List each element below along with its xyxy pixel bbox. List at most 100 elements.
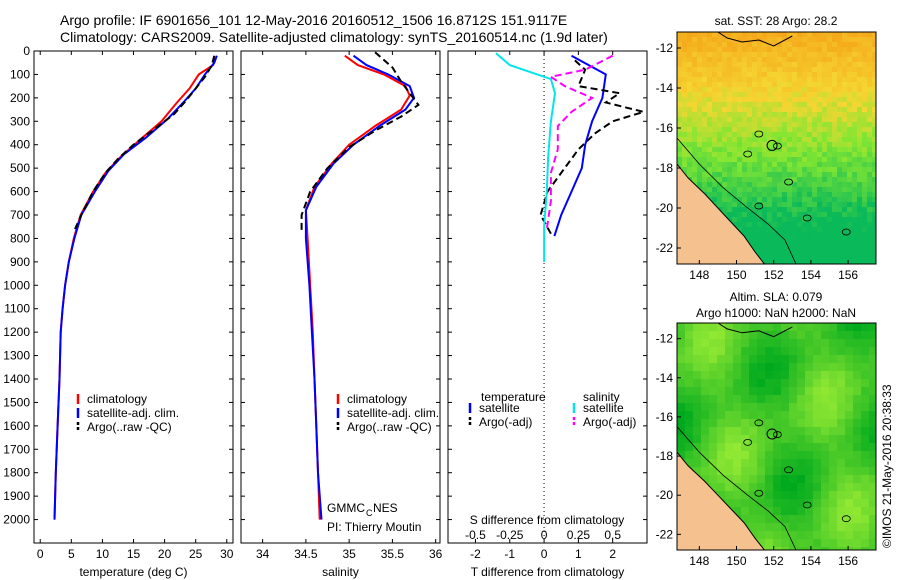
map-cell xyxy=(827,242,833,248)
map-cell xyxy=(857,142,863,148)
map-cell xyxy=(837,87,843,93)
map-cell xyxy=(781,427,790,436)
map-cell xyxy=(853,539,862,548)
map-cell xyxy=(857,252,863,258)
map-cell xyxy=(685,387,694,396)
map-cell xyxy=(867,137,873,143)
map-cell xyxy=(867,87,873,93)
map-cell xyxy=(697,42,703,48)
map-cell xyxy=(727,137,733,143)
map-cell xyxy=(832,67,838,73)
map-cell xyxy=(709,331,718,340)
map-cell xyxy=(677,77,683,83)
map-cell xyxy=(842,197,848,203)
map-cell xyxy=(832,72,838,78)
map-cell xyxy=(742,142,748,148)
map-cell xyxy=(747,147,753,153)
map-cell xyxy=(802,117,808,123)
map-cell xyxy=(852,67,858,73)
map-cell xyxy=(797,467,806,476)
map-cell xyxy=(697,157,703,163)
map-cell xyxy=(782,57,788,63)
coastline-png xyxy=(717,32,793,47)
map-cell xyxy=(772,142,778,148)
map-cell xyxy=(861,539,870,548)
map-cell xyxy=(777,62,783,68)
map-cell xyxy=(847,137,853,143)
map-cell xyxy=(737,52,743,58)
map-cell xyxy=(752,152,758,158)
map-cell xyxy=(709,323,718,332)
map-cell xyxy=(725,491,734,500)
map-cell xyxy=(805,499,814,508)
map-cell xyxy=(747,192,753,198)
map-cell xyxy=(862,207,868,213)
map-cell xyxy=(862,77,868,83)
map-cell xyxy=(792,187,798,193)
map-cell xyxy=(837,147,843,153)
map-cell xyxy=(842,127,848,133)
map-cell xyxy=(707,187,713,193)
map-cell xyxy=(687,47,693,53)
map-cell xyxy=(817,212,823,218)
map-cell xyxy=(842,162,848,168)
y-tick-label: 700 xyxy=(10,208,30,222)
map-cell xyxy=(742,127,748,133)
map-cell xyxy=(687,167,693,173)
reef-contour xyxy=(677,426,797,550)
map-cell xyxy=(693,411,702,420)
map-cell xyxy=(832,147,838,153)
map-cell xyxy=(677,355,686,364)
y-tick-label: 400 xyxy=(10,138,30,152)
map-cell xyxy=(741,475,750,484)
map-cell xyxy=(777,42,783,48)
map-cell xyxy=(857,37,863,43)
map-cell xyxy=(862,62,868,68)
map-cell xyxy=(862,92,868,98)
map-cell xyxy=(742,87,748,93)
y-tick-label: -18 xyxy=(656,449,674,463)
map-cell xyxy=(782,172,788,178)
map-cell xyxy=(832,92,838,98)
map-cell xyxy=(693,355,702,364)
map-cell xyxy=(773,355,782,364)
map-cell xyxy=(805,419,814,428)
map-cell xyxy=(752,62,758,68)
map-cell xyxy=(857,132,863,138)
map-cell xyxy=(701,435,710,444)
map-cell xyxy=(752,102,758,108)
map-cell xyxy=(682,142,688,148)
map-cell xyxy=(817,97,823,103)
map-cell xyxy=(747,182,753,188)
map-cell xyxy=(772,182,778,188)
map-cell xyxy=(707,72,713,78)
map-cell xyxy=(773,395,782,404)
map-cell xyxy=(781,459,790,468)
map-cell xyxy=(725,483,734,492)
map-cell xyxy=(822,127,828,133)
map-cell xyxy=(767,207,773,213)
map-cell xyxy=(777,177,783,183)
map-cell xyxy=(677,443,686,452)
map-cell xyxy=(842,137,848,143)
map-cell xyxy=(822,32,828,38)
map-cell xyxy=(767,77,773,83)
map-cell xyxy=(789,531,798,540)
map-cell xyxy=(692,177,698,183)
map-cell xyxy=(797,515,806,524)
map-cell xyxy=(822,172,828,178)
map-cell xyxy=(792,152,798,158)
map-cell xyxy=(847,52,853,58)
map-cell xyxy=(747,37,753,43)
x2-tick-label: 0 xyxy=(541,528,548,542)
map-cell xyxy=(852,142,858,148)
map-cell xyxy=(749,379,758,388)
map-cell xyxy=(847,92,853,98)
map-cell xyxy=(765,539,774,548)
map-cell xyxy=(742,62,748,68)
map-cell xyxy=(752,217,758,223)
map-cell xyxy=(749,467,758,476)
map-cell xyxy=(762,97,768,103)
map-cell xyxy=(702,37,708,43)
map-cell xyxy=(697,147,703,153)
